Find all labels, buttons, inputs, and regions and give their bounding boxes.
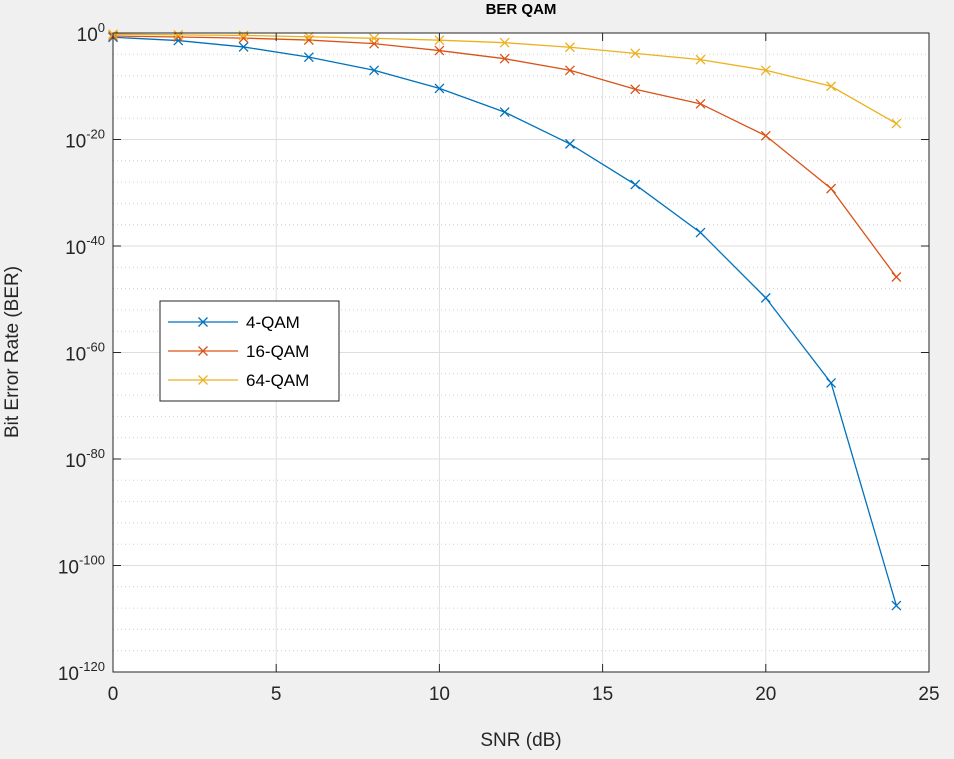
data-point-16-qam	[434, 45, 445, 56]
x-tick-label: 10	[429, 684, 450, 705]
x-tick-label: 25	[918, 684, 939, 705]
data-point-4-qam	[238, 41, 249, 52]
grid	[112, 33, 930, 672]
data-point-64-qam	[695, 54, 706, 65]
x-tick-label: 0	[108, 684, 119, 705]
x-tick-label: 15	[592, 684, 613, 705]
data-point-4-qam	[499, 107, 510, 118]
x-tick-label: 5	[271, 684, 282, 705]
x-tick-label: 20	[755, 684, 776, 705]
data-point-16-qam	[173, 32, 184, 42]
ticks	[112, 32, 930, 673]
data-point-16-qam	[565, 65, 575, 76]
data-point-4-qam	[630, 179, 641, 190]
data-point-4-qam	[369, 65, 380, 76]
y-tick-label: 10-100	[58, 553, 105, 579]
data-point-64-qam	[565, 42, 575, 53]
data-point-4-qam	[434, 83, 445, 94]
data-point-64-qam	[369, 33, 380, 44]
data-point-4-qam	[695, 227, 706, 238]
data-point-64-qam	[499, 37, 510, 48]
legend-label-16-qam: 16-QAM	[246, 342, 309, 361]
data-point-4-qam	[891, 600, 902, 611]
data-point-64-qam	[303, 31, 314, 42]
legend[interactable]: 4-QAM 16-QAM 64-QAM	[159, 300, 340, 402]
data-point-64-qam	[173, 29, 184, 40]
plot-lines	[108, 29, 902, 611]
data-point-16-qam	[760, 130, 771, 141]
legend-marker-16-qam	[198, 346, 208, 356]
y-axis-label: Bit Error Rate (BER)	[2, 266, 23, 438]
y-tick-label: 10-40	[65, 233, 105, 259]
legend-label-64-qam: 64-QAM	[246, 371, 309, 390]
x-axis-label: SNR (dB)	[480, 730, 561, 751]
data-point-16-qam	[695, 98, 706, 109]
data-point-4-qam	[303, 52, 314, 63]
tick-labels: 0 5 10 15 20 25 100 10-20 10-40 10-60 10-80 10-100 1…	[58, 20, 940, 705]
legend-label-4-qam: 4-QAM	[246, 313, 300, 332]
y-tick-label: 100	[77, 20, 105, 46]
data-point-4-qam	[760, 292, 771, 303]
y-tick-label: 10-120	[58, 659, 105, 685]
y-tick-label: 10-60	[65, 340, 105, 366]
data-point-64-qam	[891, 118, 902, 129]
data-point-16-qam	[891, 272, 902, 282]
data-point-64-qam	[238, 30, 249, 41]
data-point-64-qam	[826, 81, 837, 92]
data-point-64-qam	[760, 65, 771, 76]
legend-marker-64-qam	[198, 375, 208, 385]
chart-title: BER QAM	[486, 1, 557, 18]
data-point-16-qam	[630, 84, 641, 95]
y-tick-label: 10-80	[65, 446, 105, 472]
y-tick-label: 10-20	[65, 127, 105, 153]
data-point-16-qam	[499, 53, 510, 64]
data-point-16-qam	[826, 183, 837, 194]
data-point-4-qam	[565, 138, 575, 149]
legend-marker-4-qam	[198, 317, 208, 327]
data-point-4-qam	[826, 378, 837, 388]
data-point-64-qam	[630, 48, 641, 59]
